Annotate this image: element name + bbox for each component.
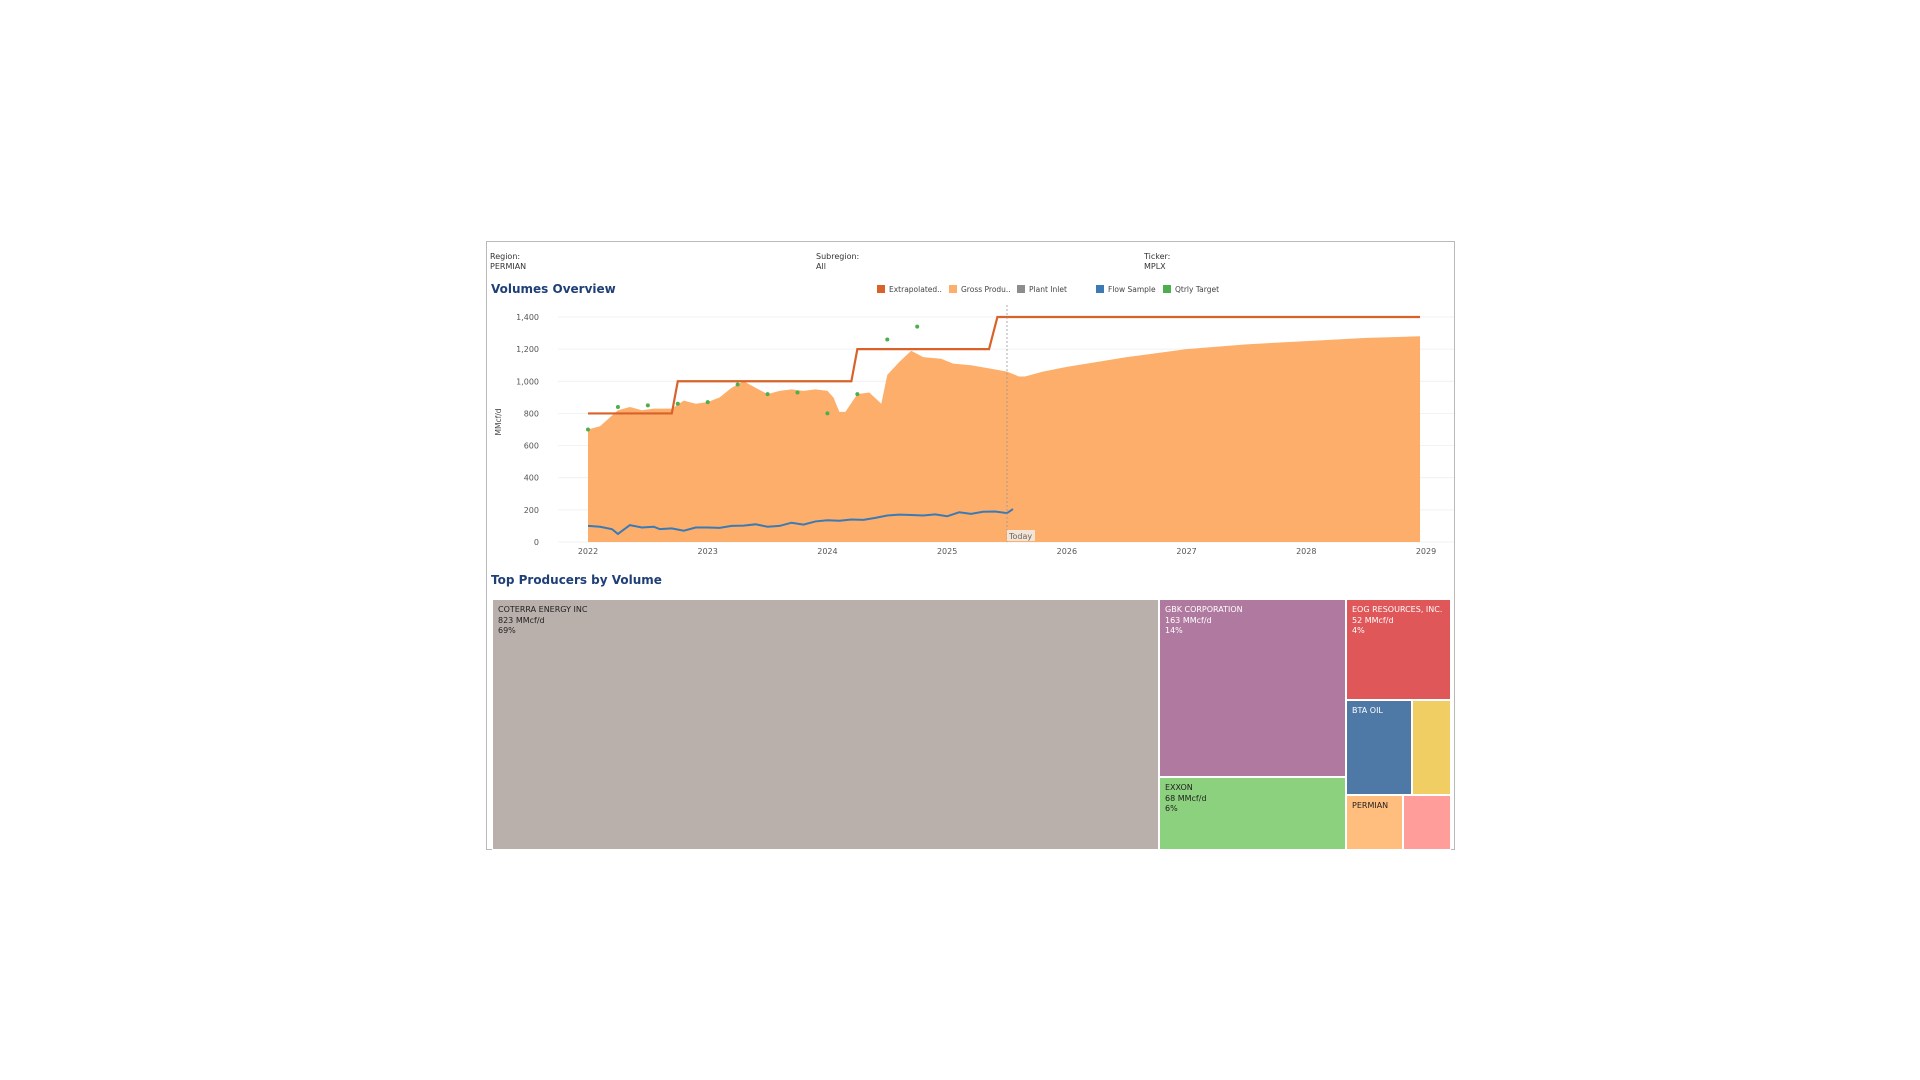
- treemap-value: 163 MMcf/d: [1165, 615, 1212, 625]
- legend-label[interactable]: Flow Sample: [1108, 285, 1156, 294]
- treemap-value: 52 MMcf/d: [1352, 615, 1394, 625]
- filter-bar: Region: PERMIAN Subregion: All Ticker: M…: [487, 252, 1454, 274]
- qtrly-target-point[interactable]: [825, 411, 830, 416]
- treemap-cell[interactable]: PERMIAN: [1346, 795, 1403, 850]
- treemap-label: PERMIAN: [1352, 801, 1388, 812]
- y-tick-label: 600: [524, 442, 539, 451]
- filter-subregion-value: All: [816, 262, 826, 271]
- legend-label[interactable]: Extrapolated..: [889, 285, 942, 294]
- treemap-cell[interactable]: [1403, 795, 1451, 850]
- treemap-cell[interactable]: EOG RESOURCES, INC. 52 MMcf/d 4%: [1346, 599, 1451, 700]
- qtrly-target-point[interactable]: [915, 324, 920, 329]
- treemap-percent: 6%: [1165, 804, 1178, 813]
- filter-region[interactable]: Region: PERMIAN: [490, 252, 526, 272]
- x-tick-label: 2027: [1176, 547, 1196, 556]
- treemap-cell[interactable]: GBK CORPORATION 163 MMcf/d 14%: [1159, 599, 1346, 777]
- treemap-name: COTERRA ENERGY INC: [498, 605, 588, 614]
- treemap-cell[interactable]: [1412, 700, 1451, 795]
- treemap-value: 68 MMcf/d: [1165, 793, 1207, 803]
- y-tick-label: 0: [534, 538, 539, 547]
- filter-region-value: PERMIAN: [490, 262, 527, 271]
- extrapolated-line: [588, 315, 1421, 415]
- qtrly-target-point[interactable]: [675, 401, 680, 406]
- legend-label[interactable]: Plant Inlet: [1029, 285, 1067, 294]
- treemap-name: EXXON: [1165, 783, 1193, 792]
- legend-label[interactable]: Gross Produ..: [961, 285, 1011, 294]
- qtrly-target-point[interactable]: [645, 403, 650, 408]
- treemap-name: EOG RESOURCES, INC.: [1352, 605, 1443, 614]
- filter-subregion[interactable]: Subregion: All: [816, 252, 859, 272]
- qtrly-target-point[interactable]: [765, 392, 770, 397]
- legend-swatch[interactable]: [1096, 285, 1104, 293]
- y-tick-label: 1,000: [516, 377, 539, 386]
- volumes-chart: 0 200 400 600 800 1,000 1,200 1,400 2022 2023 2024…: [494, 285, 1454, 556]
- treemap-cell[interactable]: COTERRA ENERGY INC 823 MMcf/d 69%: [492, 599, 1159, 850]
- top-producers-title: Top Producers by Volume: [491, 573, 662, 587]
- filter-ticker[interactable]: Ticker: MPLX: [1144, 252, 1170, 272]
- volumes-overview-title: Volumes Overview: [491, 282, 616, 296]
- flow-sample-line: [587, 508, 1014, 536]
- qtrly-target-point[interactable]: [705, 400, 710, 405]
- today-label: Today: [1008, 532, 1032, 541]
- treemap-label: EOG RESOURCES, INC. 52 MMcf/d 4%: [1352, 605, 1442, 637]
- x-tick-label: 2028: [1296, 547, 1316, 556]
- treemap-cell[interactable]: BTA OIL: [1346, 700, 1412, 795]
- treemap-label: BTA OIL: [1352, 706, 1383, 717]
- x-tick-label: 2026: [1057, 547, 1077, 556]
- y-tick-label: 200: [524, 506, 539, 515]
- treemap-percent: 69%: [498, 626, 516, 635]
- qtrly-target-point[interactable]: [586, 427, 590, 432]
- filter-region-label: Region:: [490, 252, 521, 261]
- treemap-cell[interactable]: EXXON 68 MMcf/d 6%: [1159, 777, 1346, 850]
- treemap-name: PERMIAN: [1352, 801, 1389, 810]
- legend-label[interactable]: Qtrly Target: [1175, 285, 1219, 294]
- legend-swatch[interactable]: [949, 285, 957, 293]
- filter-ticker-label: Ticker:: [1144, 252, 1171, 261]
- y-axis-label: MMcf/d: [494, 408, 503, 435]
- x-tick-label: 2029: [1416, 547, 1436, 556]
- x-tick-label: 2022: [578, 547, 598, 556]
- treemap-value: 823 MMcf/d: [498, 615, 545, 625]
- filter-ticker-value: MPLX: [1144, 262, 1166, 271]
- dashboard-panel: Region: PERMIAN Subregion: All Ticker: M…: [486, 241, 1455, 850]
- x-tick-label: 2023: [698, 547, 718, 556]
- filter-subregion-label: Subregion:: [816, 252, 860, 261]
- treemap-percent: 4%: [1352, 626, 1365, 635]
- gross-production-area: [588, 336, 1421, 542]
- treemap-label: GBK CORPORATION 163 MMcf/d 14%: [1165, 605, 1243, 637]
- qtrly-target-point[interactable]: [735, 382, 740, 387]
- legend-swatch[interactable]: [1163, 285, 1171, 293]
- legend-swatch[interactable]: [1017, 285, 1025, 293]
- legend-swatch[interactable]: [877, 285, 885, 293]
- y-tick-label: 800: [524, 409, 539, 418]
- treemap-name: BTA OIL: [1352, 706, 1383, 715]
- qtrly-target-point[interactable]: [615, 405, 620, 409]
- treemap-percent: 14%: [1165, 626, 1183, 635]
- qtrly-target-point[interactable]: [855, 392, 860, 397]
- qtrly-target-point[interactable]: [795, 390, 800, 395]
- y-tick-label: 1,400: [516, 313, 539, 322]
- y-tick-label: 1,200: [516, 345, 539, 354]
- qtrly-target-point[interactable]: [885, 337, 890, 342]
- today-label-bg: [1007, 530, 1035, 541]
- treemap-label: EXXON 68 MMcf/d 6%: [1165, 783, 1207, 815]
- x-tick-label: 2024: [817, 547, 837, 556]
- y-tick-label: 400: [524, 474, 539, 483]
- treemap-label: COTERRA ENERGY INC 823 MMcf/d 69%: [498, 605, 587, 637]
- treemap-name: GBK CORPORATION: [1165, 605, 1243, 614]
- x-tick-label: 2025: [937, 547, 957, 556]
